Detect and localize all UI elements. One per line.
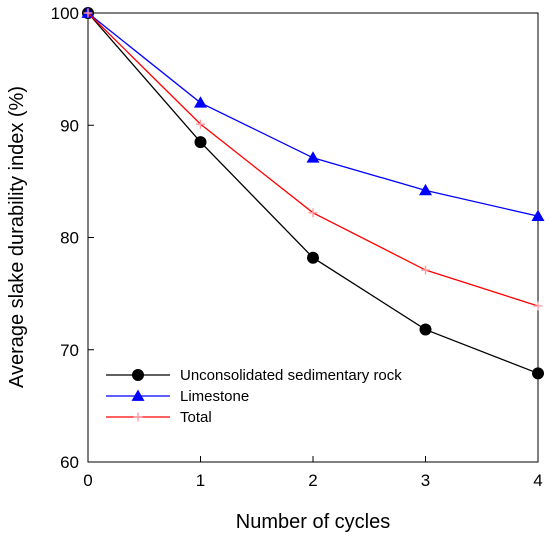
x-tick-label: 4 — [533, 471, 542, 490]
legend-marker — [133, 412, 143, 422]
data-point — [196, 119, 205, 129]
series-layer — [81, 6, 545, 380]
legend-item: Unconsolidated sedimentary rock — [106, 367, 402, 384]
data-point — [308, 208, 318, 218]
legend-marker — [132, 369, 144, 381]
data-point — [533, 301, 543, 311]
data-point — [419, 323, 432, 336]
x-tick-label: 1 — [196, 471, 205, 490]
data-point — [307, 251, 319, 264]
legend-item: Total — [106, 409, 212, 426]
data-point — [83, 8, 93, 18]
legend-label: Limestone — [180, 388, 249, 405]
data-point — [532, 367, 544, 380]
legend-label: Unconsolidated sedimentary rock — [180, 367, 402, 384]
y-tick-label: 90 — [60, 116, 79, 135]
x-tick-label: 0 — [83, 471, 92, 490]
legend-label: Total — [180, 409, 212, 426]
series-plus — [83, 8, 543, 311]
x-tick-label: 2 — [308, 471, 317, 490]
y-tick-label: 80 — [60, 229, 79, 248]
data-point — [419, 183, 432, 196]
legend-marker — [131, 389, 145, 401]
legend-item: Limestone — [106, 388, 249, 405]
y-tick-label: 60 — [60, 453, 79, 472]
series-triangle — [81, 6, 545, 222]
data-point — [306, 151, 320, 163]
x-axis-ticks: 0 1 2 3 4 — [83, 456, 543, 490]
series-line — [87, 12, 539, 217]
y-axis-ticks: 60 70 80 90 100 — [51, 4, 94, 472]
data-point — [194, 136, 207, 149]
x-tick-label: 3 — [421, 471, 430, 490]
x-axis-title: Number of cycles — [236, 511, 391, 533]
legend: Unconsolidated sedimentary rock Limestone… — [106, 367, 402, 426]
y-tick-label: 100 — [51, 4, 79, 23]
data-point — [421, 265, 430, 275]
y-axis-title: Average slake durability index (%) — [6, 86, 28, 388]
data-point — [194, 96, 207, 108]
data-point — [531, 209, 545, 222]
y-tick-label: 70 — [60, 341, 79, 360]
